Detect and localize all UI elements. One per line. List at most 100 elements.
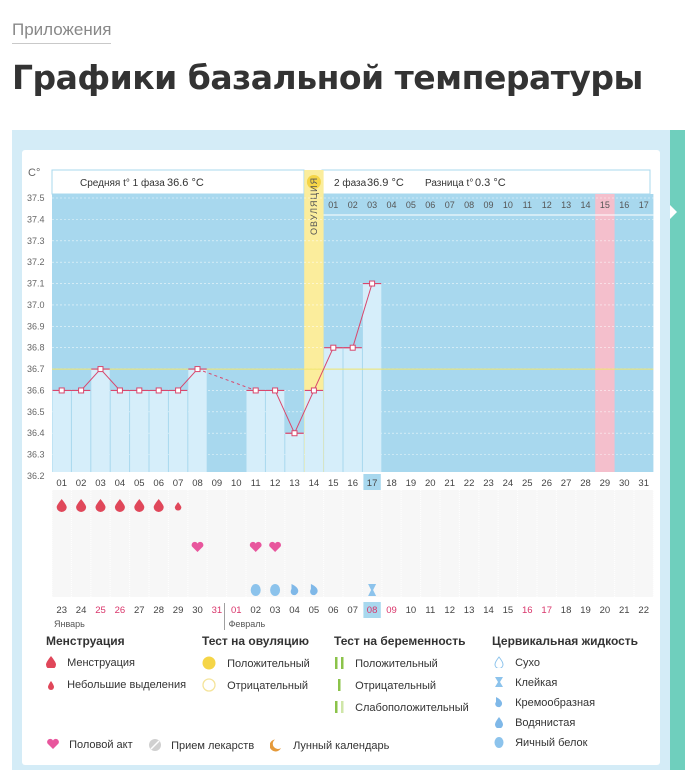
menstruation-drop-icon[interactable]	[134, 499, 145, 512]
calendar-date-label[interactable]: 25	[95, 605, 106, 616]
calendar-date-label[interactable]: 21	[619, 605, 630, 616]
eggwhite-icon[interactable]	[250, 584, 261, 596]
cycle-day-label[interactable]: 24	[503, 478, 514, 489]
calendar-date-label[interactable]: 04	[289, 605, 300, 616]
cycle-day-label[interactable]: 13	[289, 478, 300, 489]
cycle-day-label[interactable]: 05	[134, 478, 145, 489]
temperature-point[interactable]	[291, 430, 298, 437]
calendar-date-label[interactable]: 20	[600, 605, 611, 616]
calendar-date-label[interactable]: 16	[522, 605, 533, 616]
calendar-date-label[interactable]: 14	[483, 605, 494, 616]
menstruation-drop-icon[interactable]	[56, 499, 67, 512]
calendar-date-label[interactable]: 26	[115, 605, 126, 616]
cycle-day-label[interactable]: 28	[580, 478, 591, 489]
cycle-day-label[interactable]: 03	[95, 478, 106, 489]
heart-icon[interactable]	[249, 541, 262, 552]
cycle-day-label[interactable]: 07	[173, 478, 184, 489]
calendar-date-label[interactable]: 09	[386, 605, 397, 616]
cycle-day-label[interactable]: 21	[444, 478, 455, 489]
cycle-day-label[interactable]: 12	[270, 478, 281, 489]
cycle-day-label[interactable]: 14	[309, 478, 320, 489]
calendar-date-label[interactable]: 19	[580, 605, 591, 616]
chevron-right-icon[interactable]	[670, 205, 677, 219]
calendar-date-label[interactable]: 01	[231, 605, 242, 616]
calendar-date-label[interactable]: 27	[134, 605, 145, 616]
temperature-point[interactable]	[272, 387, 279, 394]
creamy-drop-icon[interactable]	[310, 584, 318, 596]
temperature-line-segment	[177, 368, 198, 391]
temperature-point[interactable]	[116, 387, 123, 394]
temperature-point[interactable]	[252, 387, 259, 394]
cycle-day-label[interactable]: 17	[367, 478, 378, 489]
cycle-day-label[interactable]: 01	[56, 478, 67, 489]
calendar-date-label[interactable]: 22	[638, 605, 649, 616]
calendar-date-label[interactable]: 29	[173, 605, 184, 616]
calendar-date-label[interactable]: 07	[347, 605, 358, 616]
creamy-drop-icon[interactable]	[290, 584, 299, 596]
temperature-point[interactable]	[349, 344, 356, 351]
heart-icon[interactable]	[269, 541, 281, 552]
calendar-date-label[interactable]: 18	[561, 605, 572, 616]
temperature-point[interactable]	[330, 344, 337, 351]
cycle-day-label[interactable]: 27	[561, 478, 572, 489]
watery-drop-icon	[495, 717, 503, 729]
legend-medicine: Прием лекарств	[148, 738, 254, 752]
temperature-point[interactable]	[310, 387, 317, 394]
cycle-day-label[interactable]: 02	[76, 478, 87, 489]
calendar-date-label[interactable]: 24	[76, 605, 87, 616]
cycle-day-label[interactable]: 10	[231, 478, 242, 489]
calendar-date-label[interactable]: 05	[309, 605, 320, 616]
calendar-date-label[interactable]: 03	[270, 605, 281, 616]
calendar-date-label[interactable]: 17	[541, 605, 552, 616]
cycle-day-label[interactable]: 22	[464, 478, 475, 489]
cycle-day-label[interactable]: 15	[328, 478, 339, 489]
cycle-day-label[interactable]: 16	[347, 478, 358, 489]
cycle-day-label[interactable]: 11	[251, 478, 261, 489]
temperature-point[interactable]	[155, 387, 162, 394]
cycle-day-label[interactable]: 26	[541, 478, 552, 489]
temperature-point[interactable]	[175, 387, 182, 394]
cycle-day-label[interactable]: 30	[619, 478, 630, 489]
temperature-point[interactable]	[58, 387, 65, 394]
cycle-day-label[interactable]: 25	[522, 478, 533, 489]
sticky-icon[interactable]	[368, 584, 377, 596]
calendar-date-label[interactable]: 15	[503, 605, 514, 616]
legend: Менструация Менструация Небольшие выделе…	[22, 628, 660, 765]
temperature-point[interactable]	[97, 366, 104, 373]
temperature-point[interactable]	[194, 366, 201, 373]
cycle-day-label[interactable]: 06	[153, 478, 164, 489]
heart-icon[interactable]	[191, 541, 204, 552]
cycle-day-label[interactable]: 19	[406, 478, 417, 489]
calendar-date-label[interactable]: 23	[56, 605, 67, 616]
calendar-date-label[interactable]: 11	[425, 605, 435, 616]
calendar-date-label[interactable]: 08	[367, 605, 378, 616]
breadcrumb[interactable]: Приложения	[12, 20, 112, 44]
cycle-day-label[interactable]: 04	[115, 478, 126, 489]
calendar-date-label[interactable]: 02	[250, 605, 261, 616]
menstruation-drop-icon[interactable]	[114, 499, 125, 512]
cycle-day-label[interactable]: 20	[425, 478, 436, 489]
temperature-point[interactable]	[78, 387, 85, 394]
temperature-point[interactable]	[136, 387, 143, 394]
cycle-day-label[interactable]: 08	[192, 478, 203, 489]
calendar-date-label[interactable]: 31	[212, 605, 223, 616]
temperature-bar	[265, 390, 285, 472]
cycle-day-label[interactable]: 31	[638, 478, 649, 489]
calendar-date-label[interactable]: 12	[444, 605, 455, 616]
eggwhite-icon[interactable]	[270, 584, 281, 596]
calendar-date-label[interactable]: 13	[464, 605, 475, 616]
menstruation-drop-icon[interactable]	[76, 499, 87, 512]
light-spotting-drop-icon[interactable]	[174, 502, 182, 511]
menstruation-drop-icon[interactable]	[95, 499, 106, 512]
calendar-date-label[interactable]: 28	[153, 605, 164, 616]
cycle-day-label[interactable]: 18	[386, 478, 397, 489]
cycle-day-label[interactable]: 09	[212, 478, 223, 489]
calendar-date-label[interactable]: 30	[192, 605, 203, 616]
side-panel-bar[interactable]	[670, 130, 685, 770]
menstruation-drop-icon[interactable]	[153, 499, 164, 512]
calendar-date-label[interactable]: 10	[406, 605, 417, 616]
calendar-date-label[interactable]: 06	[328, 605, 339, 616]
cycle-day-label[interactable]: 29	[600, 478, 611, 489]
temperature-point[interactable]	[369, 280, 376, 287]
cycle-day-label[interactable]: 23	[483, 478, 494, 489]
